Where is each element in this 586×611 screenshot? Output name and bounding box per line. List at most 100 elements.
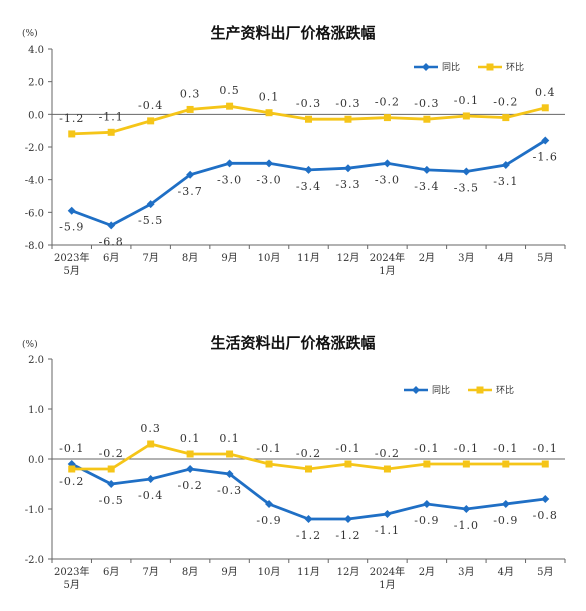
- yoy-data-label: -0.9: [414, 514, 439, 527]
- x-tick-label-line: 2月: [419, 252, 435, 264]
- x-tick-label-line: 9月: [221, 566, 237, 578]
- x-tick-label: 2月: [419, 252, 435, 264]
- y-tick-label: -1.0: [25, 505, 44, 516]
- x-tick-label: 8月: [182, 566, 198, 578]
- yoy-point: [186, 465, 195, 473]
- yoy-point: [541, 495, 550, 503]
- mom-point: [305, 465, 312, 473]
- y-tick-label: 1.0: [28, 405, 44, 416]
- yoy-point: [501, 160, 510, 169]
- yoy-point: [383, 510, 392, 518]
- x-tick-label-line: 7月: [142, 252, 158, 264]
- x-tick-label: 11月: [297, 252, 320, 264]
- mom-point: [226, 450, 234, 458]
- chart-title: 生产资料出厂价格涨跌幅: [210, 24, 375, 42]
- x-tick-label: 11月: [297, 566, 320, 578]
- legend-mom-marker: [476, 386, 484, 394]
- mom-point: [226, 102, 234, 110]
- yoy-data-label: -1.2: [296, 529, 321, 542]
- yoy-data-label: -1.0: [454, 519, 479, 532]
- x-tick-label-line: 2024年: [370, 251, 405, 264]
- legend-yoy-marker: [412, 386, 420, 394]
- yoy-point: [225, 159, 234, 168]
- yoy-data-label: -0.2: [178, 479, 203, 492]
- y-tick-label: 0.0: [28, 455, 44, 466]
- yoy-data-label: -3.3: [335, 178, 360, 191]
- yoy-point: [67, 206, 76, 215]
- x-tick-label: 7月: [142, 252, 158, 264]
- chart-title: 生活资料出厂价格涨跌幅: [210, 334, 375, 352]
- x-tick-label-line: 2023年: [54, 251, 89, 264]
- mom-point: [186, 450, 194, 458]
- x-tick-label-line: 8月: [182, 566, 198, 578]
- x-tick-label: 2024年 1月: [370, 565, 405, 591]
- y-tick-label: -8.0: [25, 241, 44, 252]
- mom-data-label: -0.2: [296, 447, 321, 460]
- x-tick-label: 8月: [182, 252, 198, 264]
- mom-data-label: -0.2: [99, 447, 124, 460]
- x-tick-label: 6月: [103, 252, 119, 264]
- mom-point: [68, 465, 76, 473]
- x-tick-label-line: 11月: [297, 252, 320, 264]
- x-tick-label: 7月: [142, 566, 158, 578]
- mom-data-label: -0.2: [59, 475, 84, 488]
- y-tick-label: 0.0: [28, 110, 44, 121]
- mom-data-label: -0.1: [493, 442, 518, 455]
- yoy-point: [304, 515, 313, 523]
- legend-yoy-label: 同比: [432, 384, 450, 396]
- mom-data-label: -0.1: [454, 94, 479, 107]
- mom-data-label: 0.5: [219, 84, 240, 97]
- x-tick-label: 2023年 5月: [54, 251, 89, 277]
- yoy-data-label: -3.4: [414, 180, 439, 193]
- mom-data-label: -0.1: [533, 442, 558, 455]
- mom-data-label: -0.3: [414, 97, 439, 110]
- x-tick-label-line: 6月: [103, 252, 119, 264]
- x-tick-label-line: 3月: [458, 252, 474, 264]
- mom-point: [383, 114, 391, 122]
- legend-mom-label: 环比: [506, 61, 524, 73]
- mom-data-label: -0.1: [454, 442, 479, 455]
- y-tick-label: 4.0: [28, 45, 44, 56]
- mom-point: [186, 105, 194, 113]
- consumer-goods-chart: 生活资料出厂价格涨跌幅 (%) 2.0 1.0 0.0 -1.0 -2.0 2023年 5月 6月…: [0, 310, 586, 611]
- yoy-point: [541, 136, 550, 145]
- x-tick-label: 2024年 1月: [370, 251, 405, 277]
- x-tick-label: 12月: [337, 566, 360, 578]
- x-tick-label-line: 2024年: [370, 565, 405, 578]
- legend-mom-marker: [486, 63, 494, 71]
- x-tick-label: 3月: [458, 252, 474, 264]
- producer-goods-chart: 生产资料出厂价格涨跌幅 (%) 4.0 2.0 0.0 -2.0 -4.0 -6.0 -8.0 2…: [0, 0, 586, 300]
- x-tick-label-line: 5月: [537, 252, 553, 264]
- x-tick-label-line: 12月: [337, 252, 360, 264]
- y-axis-unit: (%): [22, 28, 38, 39]
- mom-data-label: -0.3: [296, 97, 321, 110]
- x-tick-label: 3月: [458, 566, 474, 578]
- mom-point: [462, 112, 470, 120]
- mom-point: [502, 460, 510, 468]
- yoy-data-label: -0.1: [59, 442, 84, 455]
- yoy-data-label: -3.0: [256, 173, 281, 186]
- yoy-point: [146, 475, 155, 483]
- mom-data-label: 0.3: [180, 87, 201, 100]
- mom-point: [423, 115, 431, 123]
- x-tick-label: 4月: [498, 566, 514, 578]
- mom-data-label: -0.2: [375, 447, 400, 460]
- yoy-data-label: -0.8: [533, 509, 558, 522]
- mom-data-label: 0.4: [535, 86, 556, 99]
- yoy-data-label: -0.4: [138, 489, 163, 502]
- x-tick-label-line: 5月: [64, 265, 80, 277]
- mom-point: [305, 115, 312, 123]
- x-tick-label: 10月: [258, 566, 281, 578]
- x-tick-label: 12月: [337, 252, 360, 264]
- mom-point: [147, 117, 155, 125]
- yoy-point: [225, 470, 234, 478]
- yoy-data-label: -0.5: [99, 494, 124, 507]
- x-tick-label-line: 1月: [379, 265, 395, 277]
- yoy-point: [107, 480, 116, 488]
- mom-data-label: 0.1: [219, 432, 240, 445]
- mom-data-label: -1.2: [59, 112, 84, 125]
- x-tick-label-line: 8月: [182, 252, 198, 264]
- mom-data-label: 0.3: [140, 422, 161, 435]
- mom-point: [541, 460, 549, 468]
